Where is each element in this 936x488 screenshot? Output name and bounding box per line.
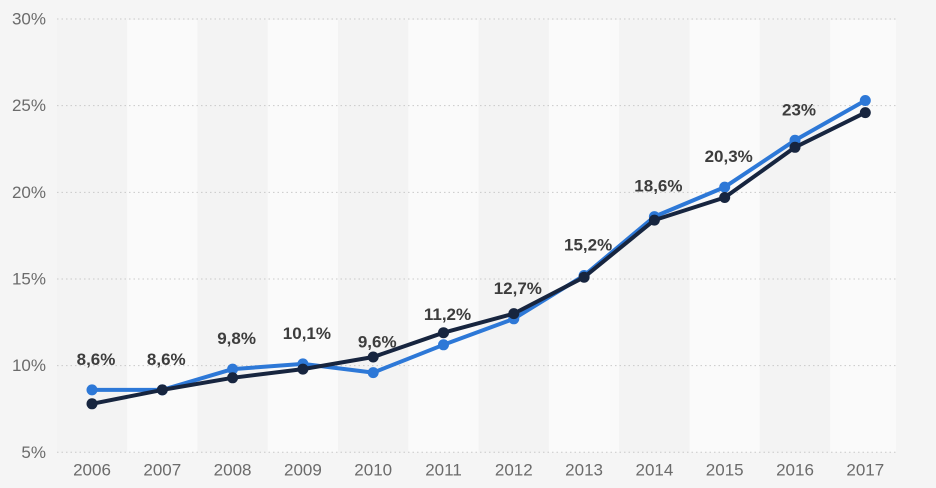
x-tick-label-2013: 2013: [565, 461, 603, 480]
y-tick-label-10: 10%: [12, 356, 46, 375]
plot-band-2009: [267, 20, 339, 453]
plot-band-2006: [57, 20, 128, 453]
plot-band-2015: [689, 20, 760, 453]
x-tick-label-2008: 2008: [214, 461, 252, 480]
x-tick-label-2006: 2006: [73, 461, 111, 480]
data-point-share-navy-2015[interactable]: [719, 192, 731, 203]
x-tick-label-2007: 2007: [143, 461, 181, 480]
data-point-share-navy-2017[interactable]: [859, 107, 871, 119]
data-label-2009: 10,1%: [283, 324, 331, 343]
data-point-share-navy-2006[interactable]: [86, 398, 98, 410]
x-tick-label-2009: 2009: [284, 461, 322, 480]
x-tick-label-2012: 2012: [495, 461, 533, 480]
series-line-share-blue[interactable]: [90, 98, 868, 392]
y-tick-label-30: 30%: [12, 10, 46, 29]
data-point-share-blue-2010[interactable]: [367, 367, 379, 379]
plot-band-2017: [830, 20, 896, 453]
data-label-2011: 11,2%: [424, 305, 471, 324]
data-point-share-blue-2011[interactable]: [438, 339, 449, 351]
y-tick-label-5: 5%: [21, 443, 46, 462]
x-tick-label-2011: 2011: [425, 461, 462, 480]
data-point-share-navy-2009[interactable]: [297, 363, 309, 375]
data-label-2008: 9,8%: [217, 329, 256, 348]
y-tick-label-15: 15%: [12, 269, 46, 288]
x-tick-label-2010: 2010: [354, 461, 392, 480]
data-label-2012: 12,7%: [494, 279, 542, 298]
plot-band-2012: [478, 20, 549, 453]
data-label-2013: 15,2%: [564, 236, 612, 255]
data-label-2016: 23%: [782, 100, 816, 119]
x-tick-label-2017: 2017: [846, 461, 884, 480]
data-label-2007: 8,6%: [147, 350, 186, 369]
data-label-2006: 8,6%: [77, 350, 116, 369]
data-point-share-blue-2015[interactable]: [719, 181, 731, 193]
data-label-2015: 20,3%: [705, 147, 753, 166]
data-point-share-blue-2017[interactable]: [859, 95, 871, 106]
data-label-2010: 9,6%: [358, 333, 397, 352]
x-tick-label-2014: 2014: [635, 461, 673, 480]
data-point-share-navy-2012[interactable]: [508, 308, 520, 320]
data-point-share-blue-2008[interactable]: [227, 363, 239, 375]
y-tick-label-20: 20%: [12, 183, 46, 202]
plot-band-2016: [759, 20, 831, 453]
x-tick-label-2015: 2015: [706, 461, 744, 480]
data-point-share-navy-2007[interactable]: [156, 384, 168, 396]
data-point-share-navy-2013[interactable]: [578, 271, 590, 283]
data-point-share-navy-2011[interactable]: [438, 327, 449, 339]
series-line-share-navy[interactable]: [90, 110, 868, 406]
plot-band-2013: [548, 20, 620, 453]
data-point-share-blue-2006[interactable]: [86, 384, 98, 396]
y-tick-label-25: 25%: [12, 96, 46, 115]
x-tick-label-2016: 2016: [776, 461, 814, 480]
data-point-share-navy-2010[interactable]: [367, 351, 379, 363]
data-label-2014: 18,6%: [634, 177, 682, 196]
data-point-share-navy-2016[interactable]: [789, 141, 801, 153]
plot-band-2008: [197, 20, 268, 453]
plot-band-2011: [408, 20, 479, 453]
data-point-share-navy-2008[interactable]: [227, 372, 239, 384]
data-point-share-navy-2014[interactable]: [648, 214, 660, 226]
plot-band-2007: [127, 20, 198, 453]
plot-band-2010: [338, 20, 409, 453]
